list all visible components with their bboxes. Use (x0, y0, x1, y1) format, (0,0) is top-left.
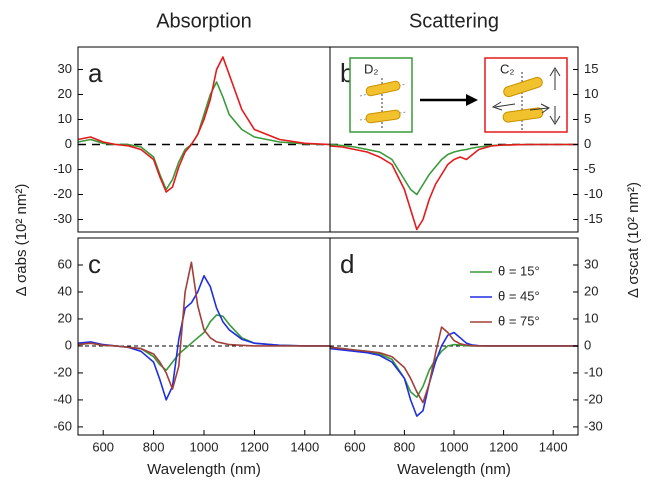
x-tick-label: 1400 (539, 439, 568, 454)
y-tick-label: 5 (584, 111, 591, 126)
x-tick-label: 600 (344, 439, 366, 454)
series-line (329, 143, 578, 231)
y-tick-label: 0 (65, 337, 72, 352)
column-title: Absorption (156, 10, 252, 32)
panel-letter: c (88, 249, 101, 279)
y-tick-label: -60 (53, 418, 72, 433)
legend-label: θ = 15° (498, 263, 540, 278)
y-tick-label: -10 (584, 186, 603, 201)
y-tick-label: 20 (584, 283, 598, 298)
arrow-head (466, 94, 478, 106)
series-line (329, 326, 578, 404)
y-axis-label: Δ σabs (10² nm²) (13, 184, 30, 297)
series-line (77, 261, 330, 390)
inset-arrow (491, 101, 516, 111)
x-axis-label: Wavelength (nm) (397, 461, 511, 478)
x-tick-label: 1200 (240, 439, 269, 454)
inset-arrow (529, 103, 550, 114)
x-tick-label: 600 (92, 439, 114, 454)
y-tick-label: -10 (584, 364, 603, 379)
y-tick-label: -20 (53, 364, 72, 379)
panel-frame (77, 46, 331, 233)
x-tick-label: 800 (143, 439, 165, 454)
x-tick-label: 1400 (290, 439, 319, 454)
column-title: Scattering (409, 10, 499, 32)
series-line (77, 81, 331, 191)
y-tick-label: -40 (53, 391, 72, 406)
y-tick-label: -20 (53, 186, 72, 201)
inset-label: C₂ (500, 61, 514, 76)
y-tick-label: 40 (58, 283, 72, 298)
y-tick-label: -20 (584, 391, 603, 406)
inset-arrow (549, 106, 561, 125)
y-tick-label: 15 (584, 61, 598, 76)
y2-axis-label: Δ σscat (10² nm²) (625, 182, 642, 298)
y-tick-label: 10 (584, 310, 598, 325)
y-tick-label: 10 (58, 111, 72, 126)
y-tick-label: -30 (53, 211, 72, 226)
legend-label: θ = 45° (498, 288, 540, 303)
series-line (77, 275, 330, 401)
rod (365, 109, 401, 124)
series-line (77, 314, 330, 371)
legend-label: θ = 75° (498, 313, 540, 328)
inset-arrow (549, 67, 561, 90)
panel-frame (77, 237, 331, 436)
x-tick-label: 1200 (489, 439, 518, 454)
x-axis-label: Wavelength (nm) (147, 461, 261, 478)
y-tick-label: -15 (584, 211, 603, 226)
plots: -30 -20 -10 0 10 20 30 Absorption a Δ σabs (10² n… (13, 10, 642, 478)
y-tick-label: -10 (53, 161, 72, 176)
panel-frame (329, 237, 579, 436)
y-tick-label: 20 (58, 310, 72, 325)
y-tick-label: 60 (58, 256, 72, 271)
y-tick-label: 0 (65, 136, 72, 151)
y-tick-label: 10 (584, 86, 598, 101)
y-tick-label: 20 (58, 86, 72, 101)
y-tick-label: -30 (584, 418, 603, 433)
inset: D₂ C₂ (349, 57, 568, 133)
y-tick-label: 30 (58, 61, 72, 76)
y-tick-label: 0 (584, 136, 591, 151)
y-tick-label: 0 (584, 337, 591, 352)
x-tick-label: 1000 (440, 439, 469, 454)
rod (365, 80, 401, 97)
series-line (77, 56, 331, 193)
y-tick-label: -5 (584, 161, 596, 176)
panel-frame (329, 46, 579, 233)
y-tick-label: 30 (584, 256, 598, 271)
panel-letter: d (340, 249, 354, 279)
x-tick-label: 1000 (190, 439, 219, 454)
x-tick-label: 800 (394, 439, 416, 454)
inset-label: D₂ (364, 61, 378, 76)
panel-letter: a (88, 58, 103, 88)
rod (503, 76, 543, 98)
